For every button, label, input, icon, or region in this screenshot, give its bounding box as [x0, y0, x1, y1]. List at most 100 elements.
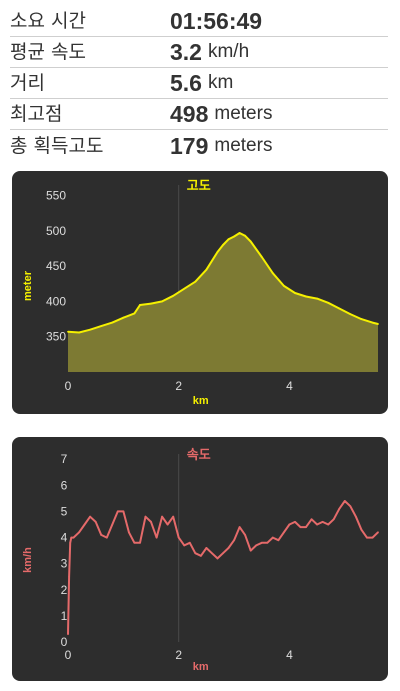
- average-speed-unit: km/h: [207, 41, 250, 62]
- speed-data-point: [94, 520, 97, 523]
- altitude-data-point: [360, 318, 363, 320]
- speed-data-point: [161, 515, 164, 518]
- speed-data-point: [360, 528, 363, 531]
- duration-label: 소요 시간: [10, 10, 86, 32]
- distance-unit: km: [207, 72, 234, 93]
- altitude-data-point: [161, 300, 164, 303]
- altitude-y-tick-label: 350: [46, 330, 66, 344]
- speed-x-tick-label: 2: [175, 648, 182, 662]
- speed-data-point: [271, 536, 274, 539]
- stat-row-duration: 소요 시간 01:56:49: [10, 6, 388, 37]
- altitude-data-point: [194, 280, 197, 283]
- altitude-data-point: [78, 331, 80, 334]
- speed-y-tick-label: 3: [61, 557, 68, 571]
- speed-data-point: [144, 515, 147, 518]
- elevation-gain-unit: meters: [214, 135, 273, 156]
- speed-data-point: [100, 534, 103, 536]
- speed-data-point: [177, 536, 180, 539]
- speed-data-point: [255, 544, 258, 547]
- altitude-x-tick-label: 0: [65, 379, 72, 393]
- altitude-data-point: [227, 238, 230, 241]
- stat-row-elevation-gain: 총 획득고도 179 meters: [10, 130, 388, 161]
- altitude-data-point: [183, 287, 186, 290]
- altitude-data-point: [238, 232, 241, 234]
- speed-data-point: [316, 523, 319, 526]
- speed-data-point: [266, 541, 269, 544]
- altitude-data-point: [150, 302, 152, 305]
- speed-data-point: [116, 510, 119, 513]
- speed-data-point: [172, 515, 175, 518]
- altitude-data-point: [371, 321, 374, 324]
- speed-data-point: [139, 541, 141, 544]
- altitude-x-tick-label: 2: [175, 379, 182, 393]
- speed-x-tick-label: 4: [286, 648, 293, 662]
- altitude-y-tick-label: 450: [46, 259, 66, 273]
- altitude-chart-svg: 고도 350 400 450 500 550 0 2 4 km meter: [22, 179, 379, 407]
- altitude-y-tick-label: 500: [46, 224, 66, 238]
- speed-data-point: [83, 523, 86, 526]
- altitude-x-axis-label: km: [193, 395, 209, 407]
- altitude-data-point: [111, 321, 114, 324]
- altitude-data-point: [233, 235, 235, 238]
- speed-y-tick-label: 1: [61, 609, 68, 623]
- altitude-data-point: [67, 330, 69, 333]
- speed-data-point: [150, 520, 152, 523]
- altitude-x-tick-label: 4: [286, 379, 293, 393]
- altitude-data-point: [260, 256, 263, 258]
- speed-data-point: [122, 510, 125, 513]
- speed-data-point: [349, 505, 352, 508]
- trip-summary: 소요 시간 01:56:49 평균 속도 3.2 km/h 거리 5.6 km …: [10, 6, 388, 161]
- highest-point-unit: meters: [214, 103, 273, 124]
- speed-data-point: [294, 520, 296, 523]
- altitude-data-point: [327, 301, 330, 304]
- speed-x-axis-label: km: [193, 661, 209, 673]
- altitude-data-point: [349, 313, 352, 316]
- altitude-data-point: [338, 307, 341, 310]
- speed-data-point: [227, 547, 230, 549]
- speed-chart-svg: 속도 0 1 2 3 4 5 6 7 0 2 4 km km/h: [22, 448, 379, 673]
- altitude-data-point: [249, 240, 252, 243]
- altitude-data-point: [172, 294, 175, 297]
- speed-data-point: [305, 526, 307, 529]
- speed-data-point: [238, 526, 241, 529]
- stat-row-highest-point: 최고점 498 meters: [10, 99, 388, 130]
- highest-point-label: 최고점: [10, 103, 63, 125]
- speed-y-tick-label: 7: [61, 452, 68, 466]
- duration-value: 01:56:49: [170, 8, 263, 34]
- speed-data-point: [205, 547, 208, 549]
- speed-data-point: [277, 539, 280, 542]
- speed-data-point: [332, 518, 335, 521]
- altitude-data-point: [122, 316, 125, 319]
- altitude-data-point: [305, 295, 307, 298]
- speed-data-point: [70, 536, 73, 539]
- altitude-area-fill: [68, 233, 378, 372]
- average-speed-value: 3.2: [170, 39, 202, 65]
- stat-row-average-speed: 평균 속도 3.2 km/h: [10, 37, 388, 68]
- speed-data-point: [188, 541, 191, 544]
- speed-data-point: [371, 536, 374, 539]
- speed-y-tick-label: 2: [61, 583, 68, 597]
- speed-data-point: [183, 544, 186, 547]
- altitude-y-tick-label: 550: [46, 189, 66, 203]
- speed-data-point: [288, 523, 291, 526]
- altitude-data-point: [294, 292, 296, 294]
- speed-x-tick-label: 0: [65, 648, 72, 662]
- elevation-gain-value: 179: [170, 133, 209, 159]
- speed-data-point: [282, 531, 285, 534]
- speed-data-point: [105, 536, 108, 539]
- speed-y-tick-label: 5: [61, 504, 68, 518]
- speed-chart: 속도 0 1 2 3 4 5 6 7 0 2 4 km km/h: [12, 437, 388, 681]
- speed-data-point: [216, 557, 219, 560]
- altitude-data-point: [133, 312, 136, 315]
- speed-data-point: [244, 534, 247, 536]
- speed-data-point: [127, 531, 130, 534]
- speed-data-point: [233, 539, 235, 542]
- altitude-data-point: [222, 244, 224, 246]
- speed-data-point: [155, 536, 158, 539]
- altitude-data-point: [100, 325, 103, 328]
- speed-data-point: [260, 541, 263, 544]
- speed-data-point: [366, 536, 368, 539]
- speed-data-point: [222, 552, 224, 555]
- speed-data-point: [78, 531, 80, 534]
- altitude-data-point: [244, 234, 247, 237]
